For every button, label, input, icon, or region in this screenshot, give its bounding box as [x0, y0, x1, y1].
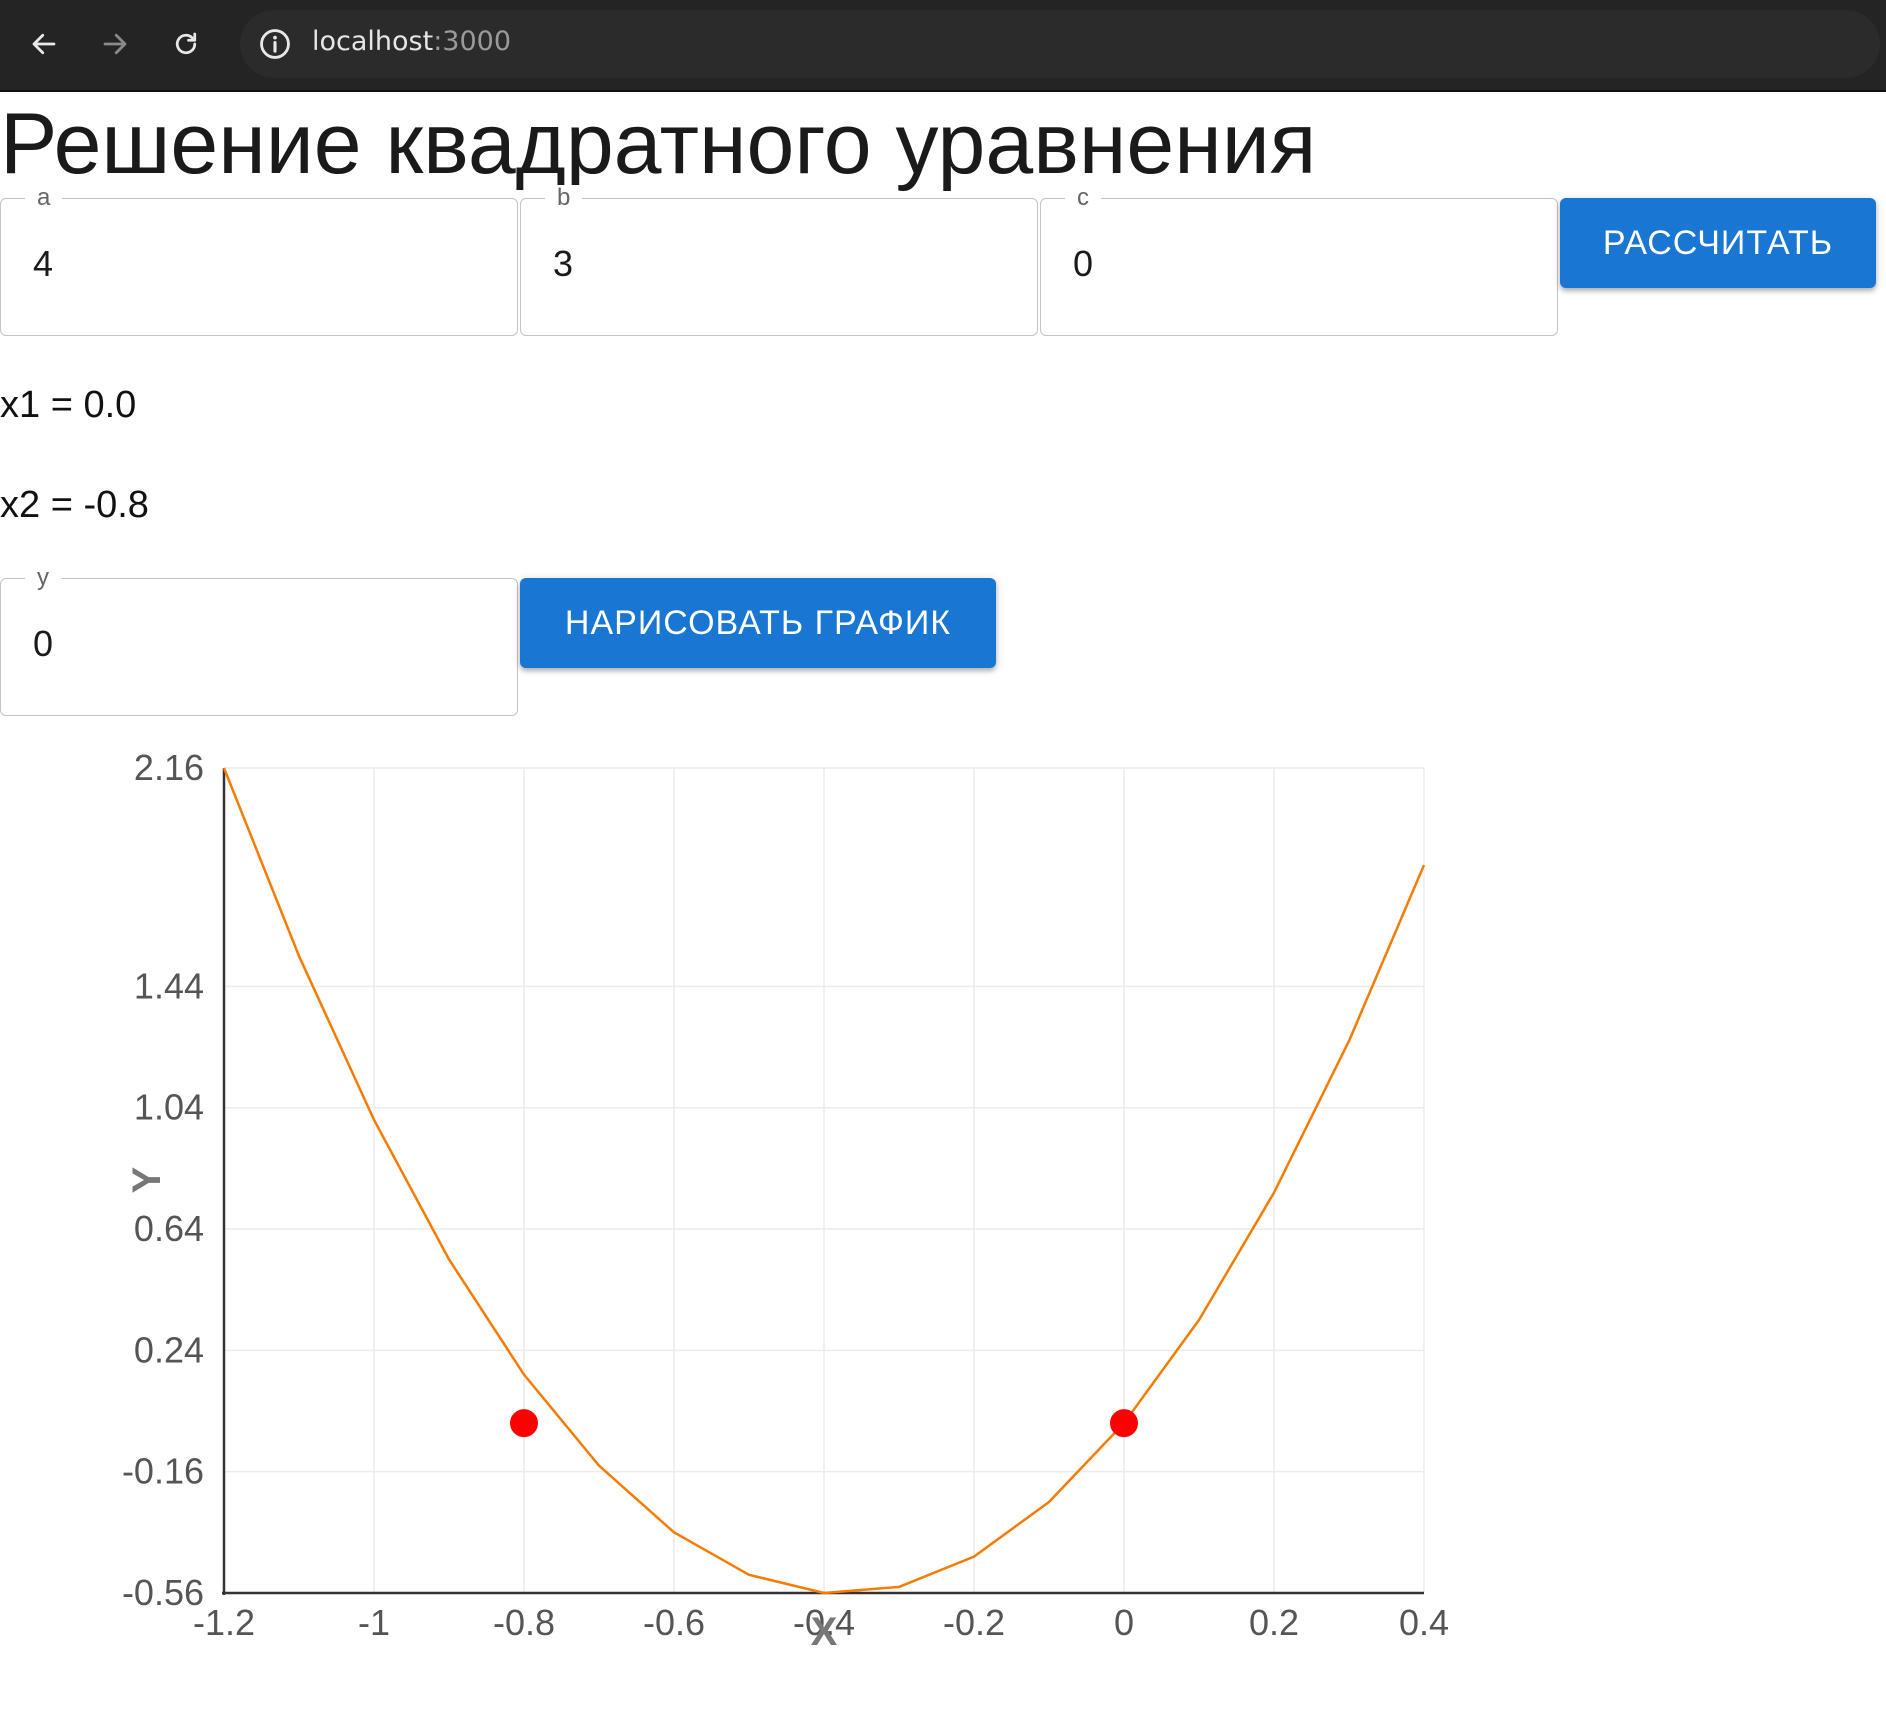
- input-a[interactable]: [33, 243, 489, 285]
- field-c-label: c: [1065, 185, 1101, 211]
- x-tick-label: -0.8: [493, 1602, 555, 1643]
- y-axis-label: Y: [125, 1166, 169, 1193]
- x-tick-label: 0.2: [1249, 1602, 1299, 1643]
- chart-container: -1.2 -1 -0.8 -0.6 -0.4 -0.2 0 0.2 0.4 2.16 1.44 1.0…: [0, 740, 1886, 1711]
- root-point: [510, 1409, 538, 1438]
- field-a-label: a: [25, 185, 63, 211]
- x-tick-label: 0.4: [1399, 1602, 1449, 1643]
- field-y-label: y: [25, 565, 61, 591]
- result-x2: x2 = -0.8: [0, 484, 149, 526]
- x-tick-label: -0.6: [643, 1602, 705, 1643]
- parabola-curve: [222, 767, 1426, 1595]
- field-c: c: [1040, 185, 1558, 336]
- root-point: [1110, 1409, 1138, 1438]
- reload-icon[interactable]: [164, 22, 208, 66]
- forward-arrow-icon[interactable]: [93, 22, 137, 66]
- x-tick-label: -0.2: [943, 1602, 1005, 1643]
- site-info-icon[interactable]: [258, 27, 292, 61]
- input-b[interactable]: [553, 243, 1009, 285]
- browser-toolbar: localhost:3000: [0, 0, 1886, 92]
- x-tick-label: 0: [1114, 1602, 1134, 1643]
- back-arrow-icon[interactable]: [22, 22, 66, 66]
- y-tick-label: 2.16: [134, 747, 204, 788]
- input-y[interactable]: [33, 623, 489, 665]
- x-tick-label: -1: [358, 1602, 390, 1643]
- calculate-button[interactable]: РАССЧИТАТЬ: [1560, 198, 1876, 288]
- url-host: localhost: [312, 26, 434, 57]
- address-bar[interactable]: localhost:3000: [240, 10, 1880, 78]
- field-y: y: [0, 565, 518, 716]
- x-tick-label: -1.2: [193, 1602, 255, 1643]
- field-b-label: b: [545, 185, 583, 211]
- page-title: Решение квадратного уравнения: [0, 96, 1317, 192]
- input-c[interactable]: [1073, 243, 1529, 285]
- draw-graph-button[interactable]: НАРИСОВАТЬ ГРАФИК: [520, 578, 996, 668]
- y-tick-label: 0.24: [134, 1329, 204, 1370]
- quadratic-chart: -1.2 -1 -0.8 -0.6 -0.4 -0.2 0 0.2 0.4 2.16 1.44 1.0…: [122, 747, 1449, 1654]
- y-tick-label: -0.16: [122, 1451, 204, 1492]
- y-tick-label: 1.44: [134, 965, 204, 1006]
- url-port: :3000: [433, 26, 512, 57]
- y-tick-label: 0.64: [134, 1208, 204, 1249]
- field-a: a: [0, 185, 518, 336]
- x-axis-label: X: [811, 1610, 838, 1654]
- url-text: localhost:3000: [312, 26, 511, 57]
- result-x1: x1 = 0.0: [0, 384, 137, 426]
- y-tick-label: 1.04: [134, 1087, 204, 1128]
- y-tick-label: -0.56: [122, 1572, 204, 1613]
- x-tick-label: -0.4: [793, 1602, 855, 1643]
- field-b: b: [520, 185, 1038, 336]
